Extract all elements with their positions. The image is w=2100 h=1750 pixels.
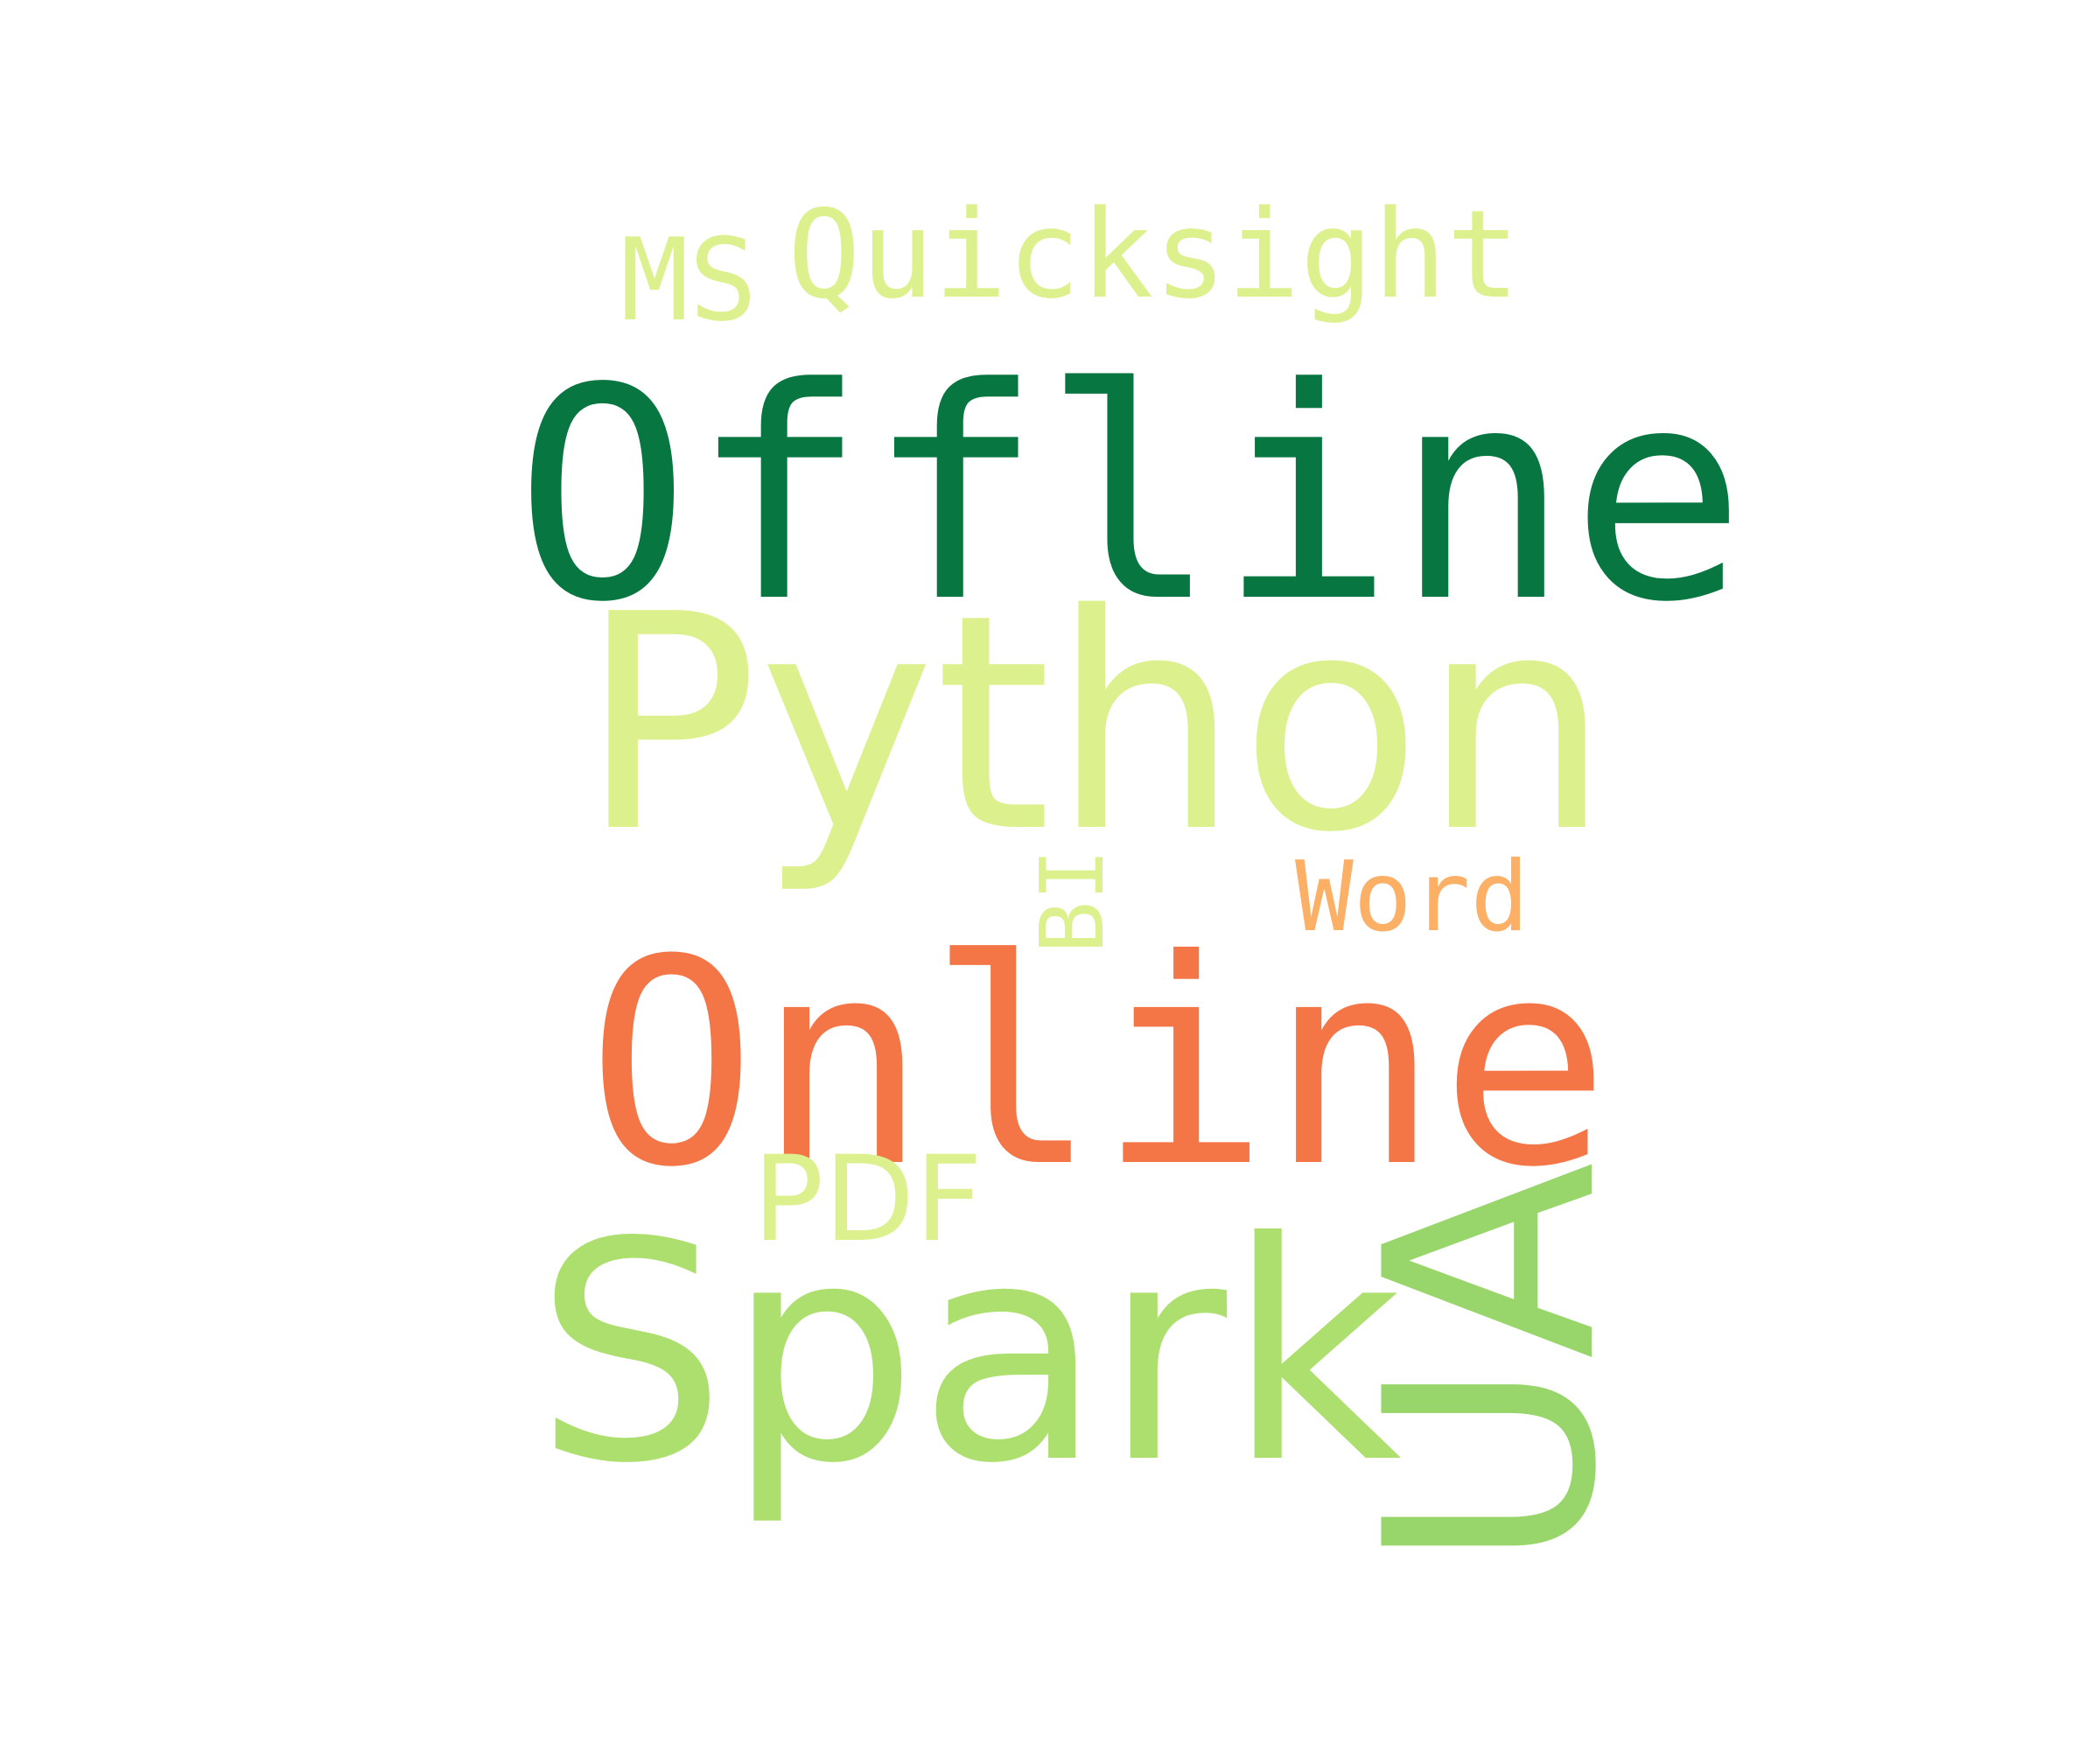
word-python: Python <box>579 551 1611 898</box>
word-ua: UA <box>1324 1161 1660 1571</box>
word-pdf: PDF <box>752 1130 984 1268</box>
word-word: Word <box>1295 841 1530 954</box>
word-online: Online <box>586 900 1611 1229</box>
word-offline: Offline <box>514 326 1746 666</box>
word-quicksight: Quicksight <box>788 184 1520 326</box>
word-spark: Spark <box>535 1179 1403 1530</box>
word-bi: BI <box>1021 848 1124 954</box>
word-ms: MS <box>620 214 758 346</box>
